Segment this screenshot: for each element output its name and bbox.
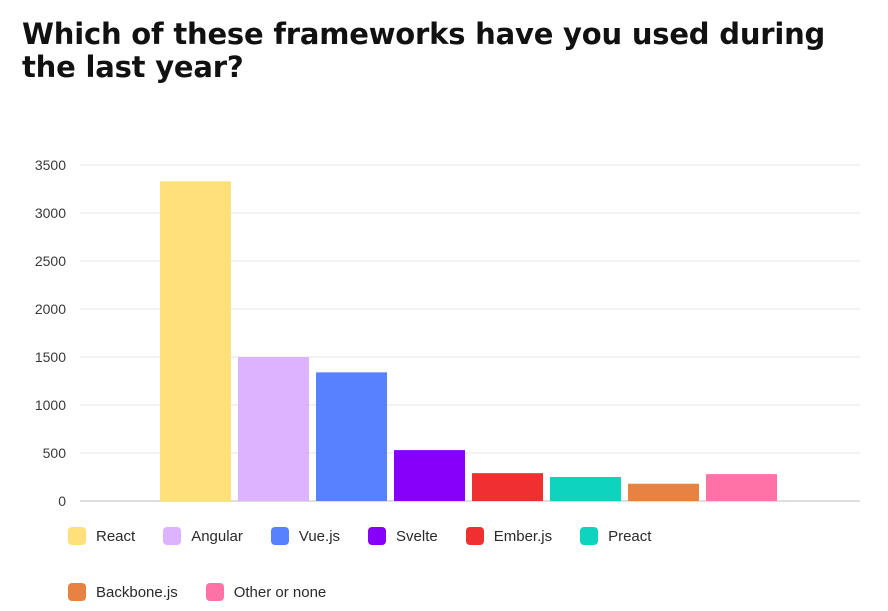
legend: React Angular Vue.js Svelte Ember.js Preact Ba… [68, 526, 868, 602]
legend-label: React [96, 527, 136, 545]
y-tick-label: 0 [58, 493, 66, 509]
bar-preact [550, 477, 621, 501]
bar-angular [238, 357, 309, 501]
legend-item-svelte: Svelte [368, 526, 438, 546]
bar-react [160, 181, 231, 501]
legend-item-preact: Preact [580, 526, 651, 546]
legend-label: Preact [608, 527, 652, 545]
chart-title: Which of these frameworks have you used … [22, 17, 826, 84]
legend-swatch [465, 527, 484, 545]
legend-label: Vue.js [298, 527, 341, 545]
legend-label: Other or none [233, 583, 327, 601]
bar-chart: 0 500 1000 1500 2000 2500 3000 3500 [35, 157, 860, 509]
y-tick-label: 3500 [35, 157, 66, 173]
y-tick-label: 2500 [35, 253, 66, 269]
bar-svelte [394, 450, 465, 501]
bar-other-or-none [706, 474, 777, 501]
bar-ember-js [472, 473, 543, 501]
legend-item-other-or-none: Other or none [205, 582, 327, 602]
legend-item-ember-js: Ember.js [465, 526, 553, 546]
legend-swatch [368, 527, 387, 545]
legend-swatch [580, 527, 599, 545]
y-axis: 0 500 1000 1500 2000 2500 3000 3500 [35, 157, 66, 509]
legend-item-react: React [68, 526, 135, 546]
legend-swatch [68, 583, 86, 601]
y-tick-label: 2000 [35, 301, 66, 317]
legend-swatch [68, 527, 86, 545]
y-tick-label: 1500 [35, 349, 66, 365]
bar-backbone-js [628, 483, 699, 501]
legend-label: Angular [191, 527, 243, 545]
bars [160, 181, 777, 501]
legend-swatch [205, 583, 224, 601]
legend-swatch [163, 527, 182, 545]
y-tick-label: 3000 [35, 205, 66, 221]
legend-item-angular: Angular [163, 526, 243, 546]
bar-vue-js [316, 372, 387, 501]
y-tick-label: 500 [43, 445, 67, 461]
y-tick-label: 1000 [35, 397, 66, 413]
legend-item-backbone-js: Backbone.js [68, 582, 178, 602]
legend-label: Ember.js [493, 527, 553, 545]
legend-label: Svelte [396, 527, 438, 545]
legend-swatch [270, 527, 289, 545]
legend-item-vue-js: Vue.js [270, 526, 341, 546]
legend-label: Backbone.js [96, 583, 178, 601]
